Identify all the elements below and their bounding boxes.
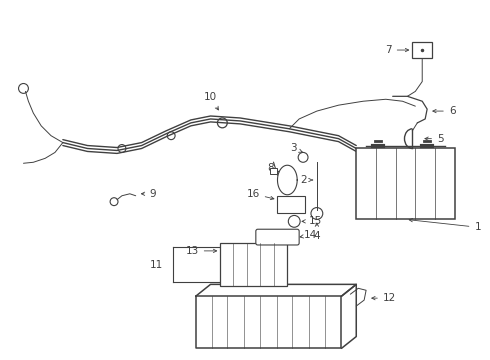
Text: 12: 12 [372, 293, 396, 303]
Text: 16: 16 [246, 189, 274, 200]
Text: 13: 13 [186, 246, 217, 256]
Text: 9: 9 [142, 189, 156, 199]
Text: 7: 7 [385, 45, 409, 55]
Text: 1: 1 [409, 219, 481, 232]
FancyBboxPatch shape [413, 42, 432, 58]
Text: 11: 11 [150, 260, 163, 270]
Text: 10: 10 [204, 92, 219, 110]
Text: 5: 5 [425, 134, 443, 144]
Text: 14: 14 [300, 230, 318, 240]
Text: 2: 2 [300, 175, 313, 185]
Bar [270, 168, 277, 174]
Bar [220, 243, 287, 286]
Text: 15: 15 [302, 216, 322, 226]
Text: 4: 4 [314, 223, 320, 241]
Bar [277, 196, 305, 213]
FancyBboxPatch shape [256, 229, 299, 245]
Text: 6: 6 [433, 106, 455, 116]
Text: 8: 8 [267, 163, 279, 173]
Bar [356, 148, 455, 219]
Text: 3: 3 [291, 144, 303, 153]
